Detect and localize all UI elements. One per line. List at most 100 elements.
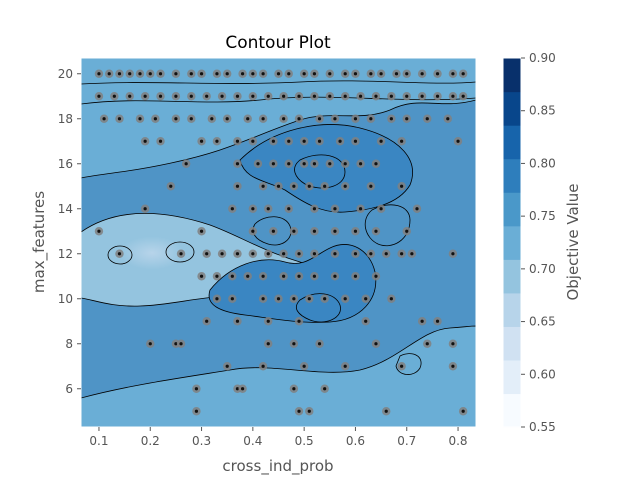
x-tick-label: 0.1 [89,434,108,448]
data-point [313,230,316,233]
data-point [374,162,377,165]
data-point [287,207,290,210]
data-point [292,387,295,390]
data-point [185,162,188,165]
data-point [97,230,100,233]
data-point [456,140,459,143]
data-point [354,140,357,143]
data-point [390,297,393,300]
data-point [262,72,265,75]
data-point [303,140,306,143]
data-point [292,297,295,300]
data-point [308,185,311,188]
data-point [344,162,347,165]
data-point [328,95,331,98]
data-point [282,275,285,278]
x-tick-label: 0.5 [295,434,314,448]
y-tick-label: 20 [58,67,73,81]
data-point [364,297,367,300]
data-point [190,72,193,75]
data-point [421,320,424,323]
data-point [328,72,331,75]
data-point [374,230,377,233]
data-point [236,320,239,323]
data-point [405,117,408,120]
data-point [308,297,311,300]
data-point [292,185,295,188]
y-tick-label: 18 [58,112,73,126]
data-point [205,95,208,98]
data-point [113,95,116,98]
data-point [272,140,275,143]
data-point [236,95,239,98]
data-point [354,252,357,255]
data-point [318,140,321,143]
chart-title: Contour Plot [225,33,331,53]
data-point [374,342,377,345]
data-point [236,162,239,165]
data-point [451,342,454,345]
data-point [379,72,382,75]
x-tick-label: 0.2 [141,434,160,448]
left-lobe-highlight [94,223,210,283]
data-point [251,252,254,255]
data-point [292,342,295,345]
data-point [354,230,357,233]
data-point [364,320,367,323]
data-point [195,410,198,413]
data-point [174,117,177,120]
colorbar-band [503,259,521,293]
data-point [205,252,208,255]
data-point [303,72,306,75]
data-point [277,72,280,75]
data-point [251,95,254,98]
data-point [282,95,285,98]
colorbar-tick-label: 0.75 [529,209,556,223]
data-point [287,72,290,75]
data-point [354,72,357,75]
data-point [159,140,162,143]
data-point [328,162,331,165]
data-point [108,72,111,75]
data-point [118,117,121,120]
y-tick-label: 10 [58,292,73,306]
colorbar-band [503,92,521,126]
data-point [149,342,152,345]
data-point [395,72,398,75]
data-point [210,117,213,120]
data-point [241,387,244,390]
x-tick-label: 0.3 [192,434,211,448]
data-point [144,140,147,143]
data-point [369,252,372,255]
data-point [267,320,270,323]
y-tick-label: 12 [58,247,73,261]
data-point [97,72,100,75]
data-point [400,140,403,143]
data-point [215,140,218,143]
data-point [272,230,275,233]
colorbar-band [503,393,521,427]
colorbar-tick-label: 0.80 [529,156,556,170]
data-point [118,252,121,255]
data-point [246,275,249,278]
data-point [344,72,347,75]
data-point [451,95,454,98]
data-point [405,72,408,75]
data-point [354,275,357,278]
data-point [262,117,265,120]
data-point [277,297,280,300]
data-point [226,117,229,120]
data-point [262,185,265,188]
data-point [128,72,131,75]
data-point [267,207,270,210]
data-point [344,297,347,300]
data-point [251,207,254,210]
colorbar-band [503,58,521,92]
x-tick-label: 0.7 [397,434,416,448]
data-point [226,365,229,368]
data-point [251,230,254,233]
data-point [462,410,465,413]
data-point [318,117,321,120]
colorbar-tick-label: 0.55 [529,420,556,434]
